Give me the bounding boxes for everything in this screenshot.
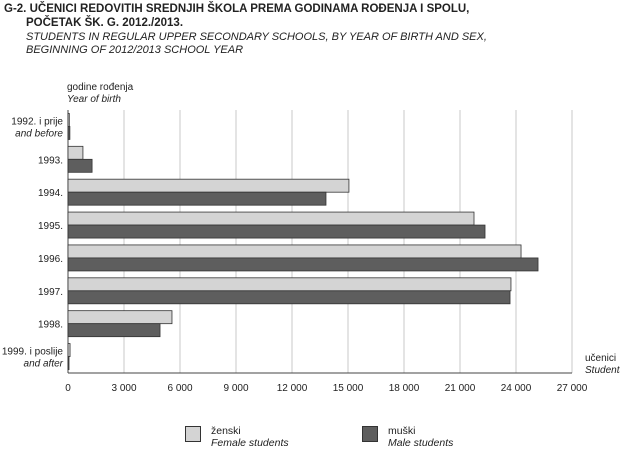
y-tick-label-en: and before xyxy=(15,128,63,139)
bar-female xyxy=(67,310,173,325)
x-tick-label: 15 000 xyxy=(333,383,364,394)
bar-male xyxy=(67,323,161,338)
title-line-1: UČENICI REDOVITIH SREDNJIH ŠKOLA PREMA G… xyxy=(29,3,470,15)
title-line-2: POČETAK ŠK. G. 2012./2013. xyxy=(26,17,184,29)
bar-male xyxy=(67,257,539,272)
x-tick-label: 18 000 xyxy=(389,383,420,394)
y-tick-label: 1999. i poslije xyxy=(2,347,64,358)
x-tick-label: 3 000 xyxy=(111,383,136,394)
subtitle-line-2: BEGINNING OF 2012/2013 SCHOOL YEAR xyxy=(26,44,244,56)
chart-title: G-2. UČENICI REDOVITIH SREDNJIH ŠKOLA PR… xyxy=(4,2,469,30)
x-tick-label: 24 000 xyxy=(501,383,532,394)
y-axis-title: godine rođenja xyxy=(67,82,134,93)
bar-female xyxy=(67,244,522,259)
x-tick-label: 0 xyxy=(65,383,71,394)
y-tick-label: 1995. xyxy=(38,221,63,232)
y-tick-label: 1993. xyxy=(38,155,63,166)
legend-swatch-female xyxy=(185,426,201,442)
bar-female xyxy=(67,277,512,292)
y-tick-label: 1998. xyxy=(38,320,63,331)
bar-male xyxy=(67,290,511,305)
chart-subtitle: STUDENTS IN REGULAR UPPER SECONDARY SCHO… xyxy=(26,31,487,57)
bar-male xyxy=(67,224,486,239)
bar-female xyxy=(67,113,70,127)
y-tick-label: 1992. i prije xyxy=(11,116,63,127)
figure-code: G-2. xyxy=(4,3,27,15)
subtitle-line-1: STUDENTS IN REGULAR UPPER SECONDARY SCHO… xyxy=(26,31,487,43)
x-tick-label: 27 000 xyxy=(557,383,588,394)
x-tick-label: 12 000 xyxy=(277,383,308,394)
y-tick-label: 1996. xyxy=(38,254,63,265)
bar-female xyxy=(67,178,350,193)
y-tick-label: 1994. xyxy=(38,188,63,199)
bar-male xyxy=(67,158,93,173)
legend-label-male-en: Male students xyxy=(388,437,454,449)
bar-female xyxy=(67,145,84,160)
bar-male xyxy=(67,191,327,206)
y-tick-label-en: and after xyxy=(24,359,64,370)
bar-female xyxy=(67,343,71,357)
x-axis-title-en: Students xyxy=(585,365,620,376)
x-tick-label: 9 000 xyxy=(223,383,248,394)
legend-label-female-en: Female students xyxy=(211,437,289,449)
legend-label-male: muški xyxy=(388,425,416,437)
bar-female xyxy=(67,211,475,226)
x-tick-label: 21 000 xyxy=(445,383,476,394)
x-tick-label: 6 000 xyxy=(167,383,192,394)
bar-male xyxy=(67,356,70,370)
legend-label-female: ženski xyxy=(211,425,241,437)
x-axis-title: učenici xyxy=(585,353,616,364)
y-tick-label: 1997. xyxy=(38,287,63,298)
bar-male xyxy=(67,126,71,140)
y-axis-title-en: Year of birth xyxy=(67,94,121,105)
legend-swatch-male xyxy=(362,426,378,442)
